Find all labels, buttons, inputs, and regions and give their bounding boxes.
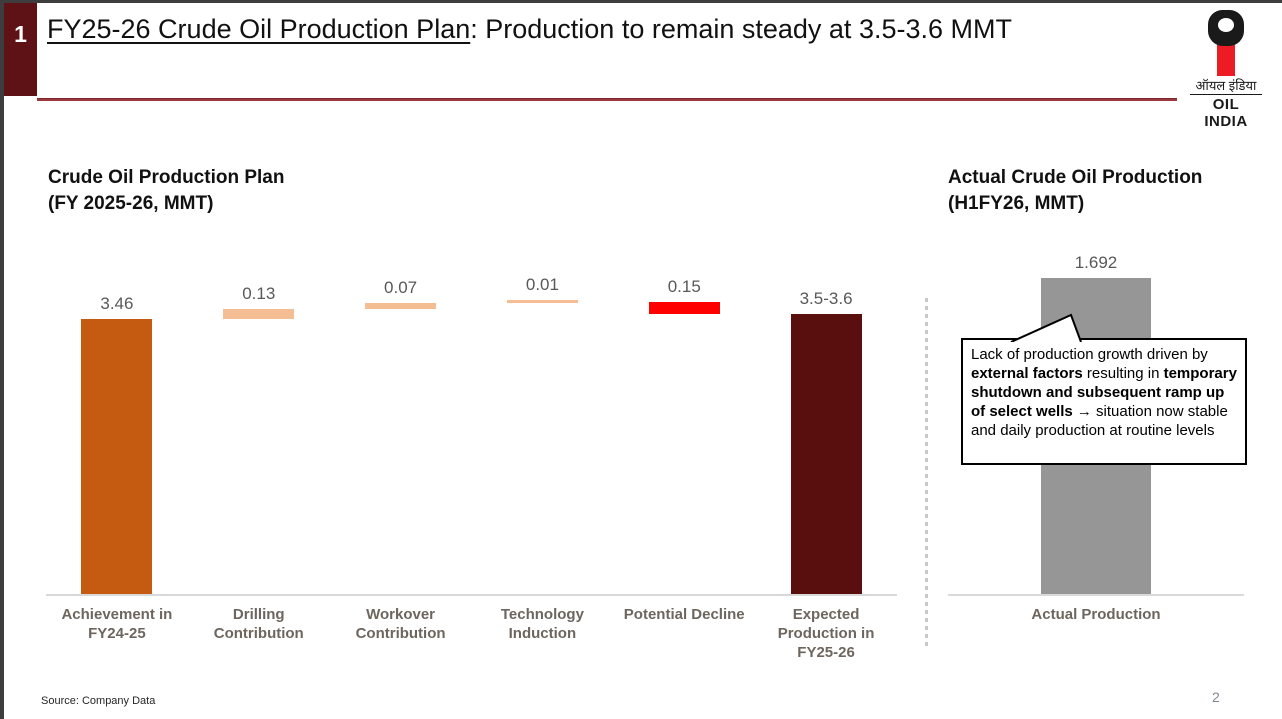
waterfall-bar bbox=[648, 302, 720, 315]
header-divider bbox=[37, 98, 1177, 101]
category-label: Drilling Contribution bbox=[213, 606, 304, 642]
oil-india-logo-ring-icon bbox=[1208, 10, 1244, 46]
waterfall-column: 3.46 bbox=[46, 241, 188, 594]
waterfall-chart-plot: 3.46 0.13 0.07 0.01 0.15 3.5-3.6 bbox=[46, 241, 897, 596]
callout-text-segment: Lack of production growth driven by bbox=[971, 346, 1208, 363]
bar-value-label: 1.692 bbox=[1074, 252, 1118, 272]
bar-value-label: 0.15 bbox=[667, 277, 701, 297]
category-label: Actual Production bbox=[1031, 606, 1161, 623]
category-label: Potential Decline bbox=[623, 606, 745, 623]
logo-english-text: OIL INDIA bbox=[1204, 96, 1248, 130]
bar-value-label: 0.07 bbox=[384, 278, 418, 298]
callout-pointer bbox=[1010, 313, 1082, 342]
logo-hindi-text: ऑयल इंडिया bbox=[1195, 78, 1257, 93]
bar-value-label: 0.13 bbox=[242, 283, 276, 303]
logo-divider bbox=[1190, 94, 1262, 95]
waterfall-column: 0.07 bbox=[330, 241, 472, 594]
page-title-rest: : Production to remain steady at 3.5-3.6… bbox=[470, 14, 1012, 44]
category-label: Achievement in FY24-25 bbox=[61, 606, 173, 642]
left-chart-title: Crude Oil Production Plan (FY 2025-26, M… bbox=[48, 165, 284, 217]
slide-number-badge: 1 bbox=[4, 3, 37, 96]
right-chart-title: Actual Crude Oil Production (H1FY26, MMT… bbox=[948, 165, 1202, 217]
bar-value-label: 3.46 bbox=[100, 293, 134, 313]
callout-text-segment: temporary shutdown and subsequent ramp u… bbox=[971, 365, 1237, 420]
category-label: Technology Induction bbox=[500, 606, 584, 642]
waterfall-column: 0.01 bbox=[472, 241, 614, 594]
waterfall-column: 3.5-3.6 bbox=[755, 241, 897, 594]
bar-value-label: 0.01 bbox=[525, 275, 559, 295]
actual-production-category-labels: Actual Production bbox=[948, 605, 1244, 624]
waterfall-bar bbox=[81, 318, 153, 594]
waterfall-bar bbox=[223, 308, 295, 319]
waterfall-bar bbox=[790, 314, 862, 594]
page-title: FY25-26 Crude Oil Production Plan: Produ… bbox=[47, 12, 1092, 47]
waterfall-bar bbox=[506, 300, 578, 304]
page-title-underlined: FY25-26 Crude Oil Production Plan bbox=[47, 14, 471, 44]
waterfall-category-labels: Achievement in FY24-25 Drilling Contribut… bbox=[46, 605, 897, 662]
callout-text-segment: → situation now stable and daily product… bbox=[971, 403, 1228, 439]
oil-india-logo-derrick-icon bbox=[1217, 44, 1235, 76]
callout-text-segment: resulting in bbox=[1082, 365, 1164, 382]
chart-divider-dotted-line bbox=[925, 298, 928, 650]
left-chart-title-line1: Crude Oil Production Plan bbox=[48, 167, 285, 188]
oil-india-logo: ऑयल इंडिया OIL INDIA bbox=[1190, 10, 1262, 130]
callout-text-segment: external factors bbox=[971, 365, 1083, 382]
waterfall-bar bbox=[365, 303, 437, 309]
page-number: 2 bbox=[1212, 689, 1220, 705]
waterfall-column: 0.13 bbox=[188, 241, 330, 594]
bar-value-label: 3.5-3.6 bbox=[799, 289, 853, 309]
category-label: Workover Contribution bbox=[355, 606, 446, 642]
annotation-callout: Lack of production growth driven by exte… bbox=[961, 338, 1247, 465]
left-chart-title-line2: (FY 2025-26, MMT) bbox=[48, 193, 214, 214]
right-chart-title-line2: (H1FY26, MMT) bbox=[948, 193, 1085, 214]
waterfall-column: 0.15 bbox=[613, 241, 755, 594]
source-note: Source: Company Data bbox=[41, 695, 156, 707]
slide-number: 1 bbox=[14, 21, 27, 47]
right-chart-title-line1: Actual Crude Oil Production bbox=[948, 167, 1203, 188]
category-label: Expected Production in FY25-26 bbox=[777, 606, 875, 661]
